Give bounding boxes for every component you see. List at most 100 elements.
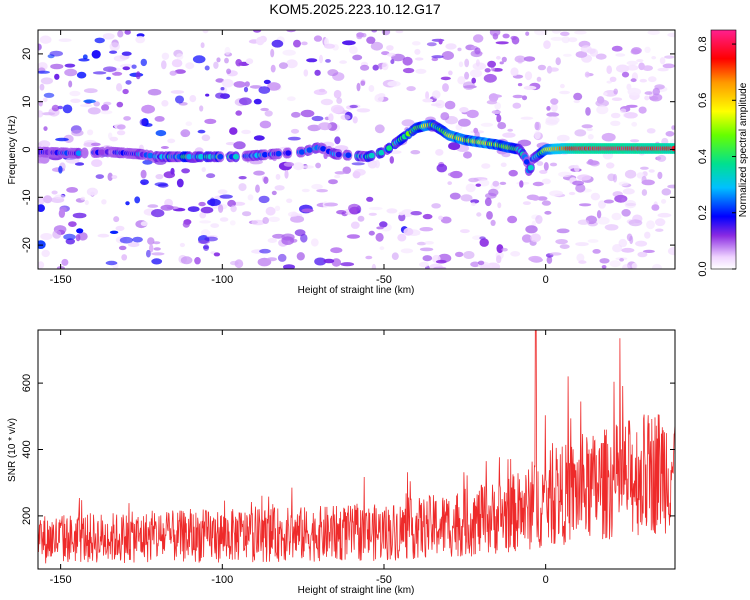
- heatmap-cell: [626, 83, 632, 91]
- heatmap-cell: [496, 244, 504, 254]
- heatmap-cell: [667, 32, 675, 38]
- heatmap-cell: [180, 256, 193, 265]
- heatmap-cell: [318, 88, 326, 93]
- colorbar-label: Normalized spectral amplitude: [738, 82, 749, 217]
- heatmap-cell: [203, 244, 210, 252]
- snr-y-tick-label: 600: [21, 374, 33, 392]
- heatmap-cell: [171, 59, 183, 68]
- heatmap-cell: [109, 230, 119, 234]
- heatmap-cell: [116, 101, 124, 108]
- heatmap-cell: [609, 76, 617, 83]
- heatmap-cell: [507, 215, 518, 224]
- heatmap-cell: [414, 48, 421, 55]
- heatmap-cell: [478, 179, 490, 187]
- heatmap-cell: [80, 196, 86, 201]
- heatmap-cell: [517, 83, 523, 87]
- heatmap-cell: [318, 122, 332, 131]
- heatmap-cell: [447, 181, 453, 186]
- heatmap-cell: [198, 240, 210, 244]
- heatmap-cell: [523, 56, 536, 62]
- colorbar-tick-label: 0.0: [697, 261, 709, 276]
- heatmap-cell: [510, 35, 517, 41]
- heatmap-cell: [101, 104, 110, 112]
- heatmap-ridge-cell: [81, 150, 88, 156]
- heatmap-cell: [202, 30, 209, 34]
- heatmap-cell: [537, 64, 547, 71]
- heatmap-cell: [492, 33, 499, 40]
- snr-ylabel: SNR (10 * v/v): [7, 418, 18, 482]
- heatmap-cell: [652, 87, 660, 96]
- heatmap-cell: [520, 116, 534, 120]
- heatmap-cell: [353, 168, 366, 176]
- heatmap-x-tick-label: -150: [50, 274, 72, 286]
- heatmap-cell: [543, 40, 551, 49]
- heatmap-cell: [310, 238, 319, 247]
- heatmap-cell: [198, 201, 206, 207]
- heatmap-cell: [247, 194, 254, 201]
- heatmap-cell: [286, 198, 293, 204]
- heatmap-cell: [206, 173, 216, 179]
- heatmap-cell: [473, 34, 484, 43]
- heatmap-cell: [484, 197, 492, 207]
- heatmap-cell: [462, 81, 475, 90]
- heatmap-cell: [532, 181, 544, 187]
- heatmap-cell: [422, 213, 433, 220]
- heatmap-cell: [169, 70, 177, 76]
- heatmap-cell: [657, 67, 669, 72]
- heatmap-cell: [550, 36, 564, 41]
- heatmap-cell: [448, 142, 461, 151]
- snr-xlabel: Height of straight line (km): [298, 585, 415, 596]
- heatmap-cell: [426, 42, 437, 47]
- heatmap-cell: [534, 130, 541, 140]
- heatmap-cell: [512, 102, 522, 109]
- heatmap-cell: [375, 232, 384, 242]
- heatmap-cell: [324, 43, 335, 49]
- heatmap-cell: [69, 90, 81, 97]
- heatmap-cell: [414, 57, 424, 61]
- heatmap-cell: [386, 52, 396, 57]
- heatmap-cell: [218, 204, 224, 213]
- heatmap-cell: [556, 228, 570, 234]
- heatmap-ridge-cell: [285, 150, 292, 156]
- heatmap-cell: [255, 184, 260, 193]
- heatmap-cell: [293, 162, 304, 171]
- heatmap-y-tick-label: 0: [21, 146, 33, 152]
- heatmap-cell: [333, 89, 342, 99]
- heatmap-cell: [390, 59, 395, 65]
- heatmap-cell: [655, 228, 664, 232]
- heatmap-cell: [78, 58, 90, 62]
- heatmap-y-tick-label: -20: [21, 237, 33, 253]
- heatmap-cell: [430, 103, 442, 107]
- heatmap-cell: [43, 126, 48, 131]
- heatmap-cell: [483, 73, 497, 83]
- heatmap-cell: [161, 100, 169, 107]
- heatmap-cell: [631, 121, 638, 127]
- heatmap-cell: [330, 247, 343, 254]
- heatmap-cell: [91, 50, 101, 59]
- heatmap-x-tick-label: -100: [211, 274, 233, 286]
- heatmap-cell: [444, 100, 456, 110]
- heatmap-cell: [629, 235, 634, 245]
- heatmap-cell: [77, 232, 88, 241]
- heatmap-cell: [522, 201, 531, 206]
- heatmap-cell: [274, 185, 285, 191]
- heatmap-cells: [38, 30, 675, 269]
- heatmap-cell: [502, 132, 516, 138]
- heatmap-cell: [501, 56, 507, 63]
- heatmap-cell: [464, 58, 470, 68]
- heatmap-cell: [460, 194, 473, 202]
- heatmap-cell: [87, 129, 94, 136]
- heatmap-cell: [311, 115, 324, 122]
- heatmap-cell: [113, 55, 127, 62]
- heatmap-ridge-cell: [275, 150, 282, 157]
- heatmap-cell: [155, 130, 167, 137]
- heatmap-cell: [432, 90, 441, 99]
- colorbar-ticks: 0.0 0.2 0.4 0.6 0.8: [697, 36, 736, 277]
- heatmap-cell: [425, 91, 430, 100]
- colorbar-tick-label: 0.4: [697, 149, 709, 164]
- heatmap-cell: [356, 32, 364, 38]
- colorbar-tick-label: 0.2: [697, 205, 709, 220]
- heatmap-cell: [471, 202, 476, 207]
